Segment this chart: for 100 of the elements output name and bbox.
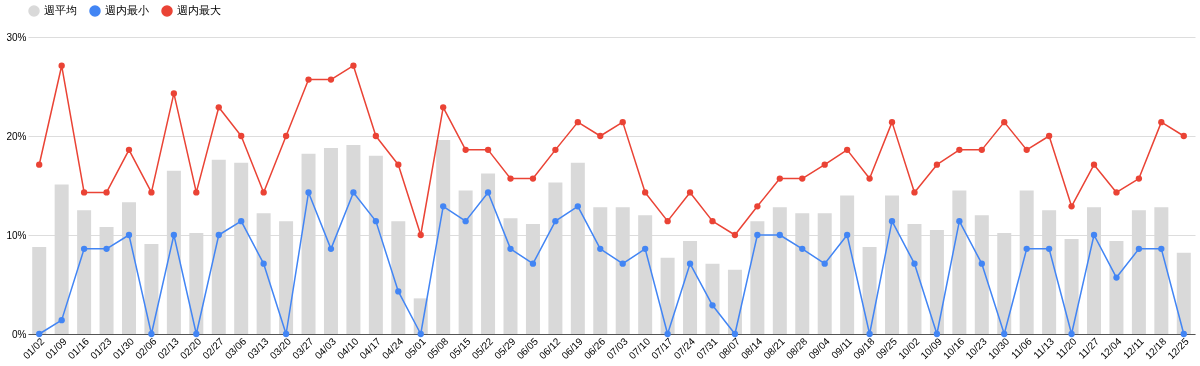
point [148,189,155,196]
y-tick-label: 10% [6,229,27,241]
point [462,146,469,154]
point [350,62,357,69]
point [36,161,43,168]
point [866,330,873,338]
point [911,260,918,267]
point [776,231,783,239]
point [372,132,380,140]
point [799,245,806,253]
point [305,76,312,83]
point [709,217,716,225]
point [799,175,806,182]
point [372,217,380,225]
point [1113,274,1120,281]
bar [1176,252,1191,334]
point [125,146,133,154]
point [1045,132,1053,140]
bar [862,246,877,334]
point [754,203,761,210]
point [776,175,783,182]
point [888,118,896,126]
point [642,189,649,196]
point [440,203,447,210]
point [597,132,604,140]
point [978,146,985,154]
point [1001,330,1008,338]
point [888,217,896,225]
y-tick-label: 30% [6,31,27,43]
point [731,231,739,239]
point [125,231,133,239]
point [956,146,963,154]
point [395,161,402,168]
point [911,189,918,196]
point [103,189,110,196]
point [1180,132,1187,140]
point [619,118,626,126]
point [327,245,335,253]
point [956,217,963,225]
point [1090,161,1098,168]
point [103,245,110,253]
point [1090,231,1098,239]
bar [660,257,675,334]
point [350,189,357,196]
bar [705,263,720,334]
legend-label: 週平均 [44,4,77,16]
bar [1109,240,1124,334]
point [1158,118,1165,126]
point [664,217,671,225]
point [1113,189,1120,196]
bar [727,269,742,334]
point [1001,118,1008,126]
point [282,330,290,338]
point [238,217,245,225]
point [36,330,43,338]
legend-label: 週内最大 [177,4,221,16]
y-tick-label: 20% [6,130,27,142]
point [552,217,559,225]
bar [144,243,159,334]
point [529,175,537,182]
bar [683,240,698,334]
point [80,245,88,253]
point [193,330,200,338]
point [933,330,941,338]
point [552,146,559,154]
point [148,330,155,338]
point [529,260,537,267]
point [462,217,469,225]
point [642,245,649,253]
point [260,260,267,267]
point [754,231,761,239]
point [686,260,694,267]
point [821,260,828,267]
point [417,231,424,239]
point [574,203,581,210]
point [1068,330,1075,338]
point [170,90,178,97]
point [417,330,424,338]
point [1023,245,1030,253]
point [238,132,245,140]
point [170,231,178,239]
bar [32,246,47,334]
point [507,175,514,182]
point [686,189,694,196]
point [1180,330,1187,338]
point [978,260,985,267]
point [395,288,402,295]
point [80,189,88,196]
point [1023,146,1030,154]
point [597,245,604,253]
point [327,76,335,83]
point [507,245,514,253]
point [484,146,492,154]
point [843,146,851,154]
point [1068,203,1075,210]
point [1045,245,1053,253]
point [1158,245,1165,253]
point [305,189,312,196]
legend-label: 週内最小 [105,4,149,16]
point [58,316,65,324]
